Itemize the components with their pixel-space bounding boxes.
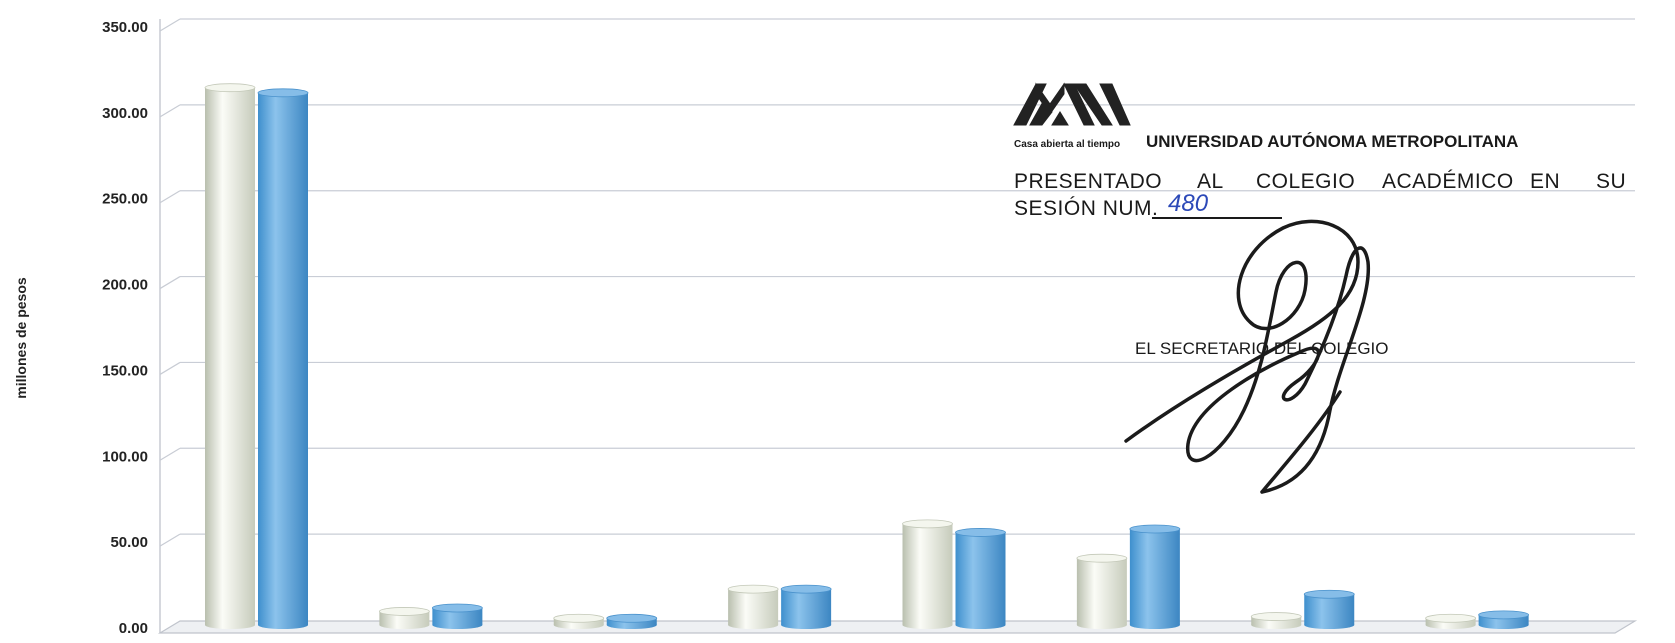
bar-cap	[1250, 612, 1302, 621]
bar-base	[902, 621, 953, 629]
bar-body	[205, 87, 255, 625]
y-axis-ticks: 0.00 50.00 100.00 150.00 200.00 250.00 300.00 3…	[102, 19, 148, 637]
bar-cap	[955, 528, 1006, 537]
bar-8-series-1	[1425, 613, 1477, 629]
bar-base	[1304, 621, 1355, 629]
bar-7-series-2	[1303, 589, 1355, 629]
bar-5-series-1	[902, 519, 953, 629]
signature	[1124, 219, 1371, 494]
stamp-word-6: SU	[1596, 170, 1626, 193]
bar-cap	[780, 584, 832, 594]
bar-5-series-2	[955, 528, 1006, 629]
bar-base	[1425, 621, 1476, 629]
bar-base	[205, 621, 255, 629]
stamp-tagline: Casa abierta al tiempo	[1014, 139, 1120, 150]
bar-base	[258, 621, 308, 629]
bar-base	[553, 621, 604, 629]
gridline-slant	[159, 18, 181, 32]
bar-body	[258, 92, 308, 625]
bar-8-series-2	[1478, 610, 1530, 629]
uam-logo	[1013, 82, 1131, 126]
bar-base	[432, 621, 483, 629]
bar-body	[1304, 594, 1355, 625]
bar-body	[1129, 528, 1180, 625]
bar-cap	[1425, 613, 1477, 623]
bar-body	[432, 607, 483, 625]
bars	[204, 83, 1530, 629]
bar-cap	[257, 88, 309, 98]
bar-base	[781, 621, 832, 629]
bar-body	[1076, 558, 1127, 625]
y-tick-label: 250.00	[102, 191, 148, 208]
bar-cap	[727, 584, 779, 594]
bar-cap	[606, 613, 658, 623]
gridline-slant	[159, 361, 181, 375]
stamp-university: UNIVERSIDAD AUTÓNOMA METROPOLITANA	[1146, 132, 1518, 151]
bar-cap	[1478, 610, 1530, 620]
bar-base	[379, 621, 430, 629]
bar-cap	[1076, 553, 1128, 563]
bar-3-series-2	[606, 613, 658, 629]
stamp-word-3: COLEGIO	[1256, 170, 1355, 193]
gridline-slant	[159, 276, 181, 290]
bar-body	[1478, 614, 1529, 625]
gridline-slant	[159, 447, 181, 461]
y-tick-label: 0.00	[119, 620, 148, 637]
bar-body	[902, 523, 953, 625]
bar-base	[1478, 621, 1529, 629]
bar-2-series-2	[431, 603, 483, 629]
bar-1-series-1	[204, 83, 256, 629]
bar-base	[955, 621, 1006, 629]
bar-2-series-1	[378, 607, 430, 629]
y-tick-label: 300.00	[102, 105, 148, 122]
bar-6-series-1	[1076, 553, 1128, 629]
gridlines	[159, 18, 1635, 633]
y-tick-label: 150.00	[102, 362, 148, 379]
uam-stamp: Casa abierta al tiempo UNIVERSIDAD AUTÓN…	[1013, 82, 1626, 494]
bar-base	[1076, 621, 1127, 629]
y-tick-label: 100.00	[102, 448, 148, 465]
stamp-session-label: SESIÓN NUM.	[1014, 197, 1158, 220]
bar-body	[728, 589, 779, 625]
bar-cap	[902, 519, 953, 529]
stamp-word-4: ACADÉMICO	[1382, 170, 1514, 193]
bar-4-series-1	[727, 584, 779, 629]
bar-6-series-2	[1129, 524, 1181, 629]
bar-body	[781, 589, 832, 625]
bar-base	[606, 621, 657, 629]
gridline-slant	[159, 533, 181, 547]
bar-cap	[204, 83, 256, 93]
y-axis-label: millones de pesos	[13, 277, 29, 399]
bar-body	[955, 532, 1006, 625]
bar-base	[728, 621, 779, 629]
gridline-slant	[159, 190, 181, 204]
bar-cap	[1303, 589, 1355, 599]
bar-cap	[431, 603, 483, 613]
bar-cap	[378, 607, 430, 616]
stamp-word-2: AL	[1197, 170, 1224, 193]
bar-1-series-2	[257, 88, 309, 629]
stamp-word-1: PRESENTADO	[1014, 170, 1162, 193]
gridline-slant	[159, 104, 181, 118]
bar-4-series-2	[780, 584, 832, 629]
bar-base	[1129, 621, 1180, 629]
bar-3-series-1	[553, 613, 605, 629]
bar-7-series-1	[1250, 612, 1302, 629]
session-number: 480	[1168, 190, 1209, 217]
y-tick-label: 200.00	[102, 277, 148, 294]
bar-cap	[553, 613, 605, 623]
y-tick-label: 350.00	[102, 19, 148, 36]
stamp-word-5: EN	[1530, 170, 1560, 193]
bar-base	[1251, 621, 1302, 629]
bar-cap	[1129, 524, 1181, 534]
y-tick-label: 50.00	[110, 534, 148, 551]
